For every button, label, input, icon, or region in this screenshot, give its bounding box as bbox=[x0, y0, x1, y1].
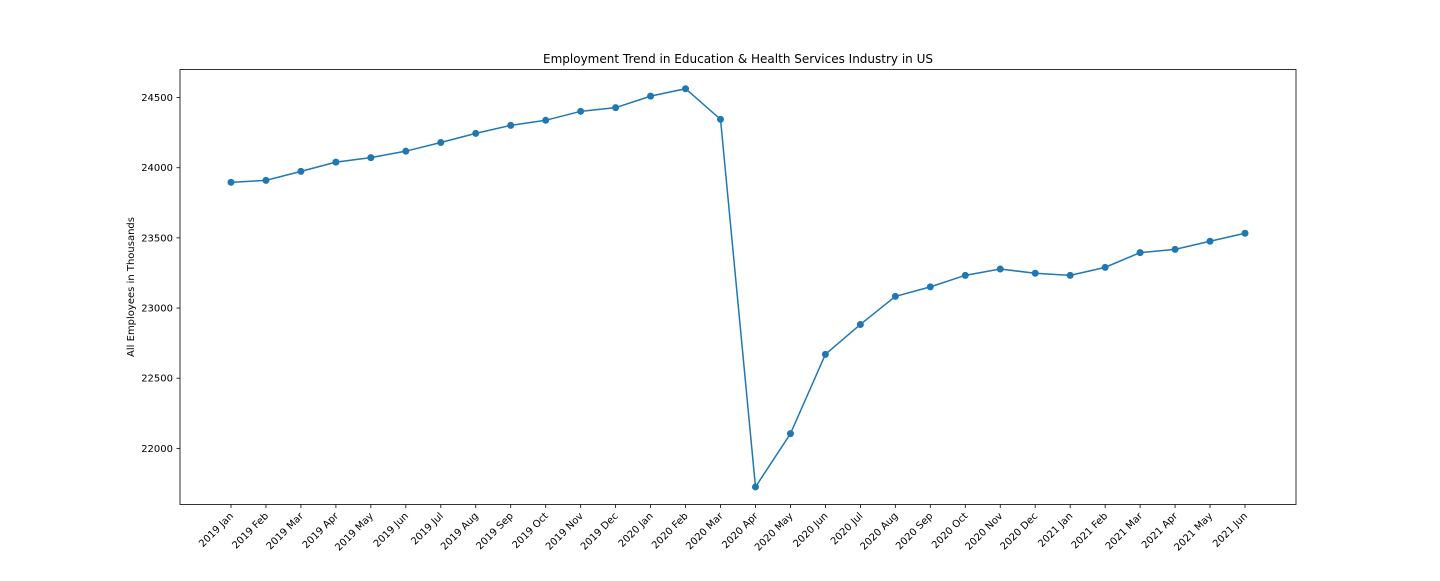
x-tick-label: 2020 Dec bbox=[999, 511, 1041, 553]
data-point bbox=[367, 154, 375, 162]
data-point bbox=[1101, 263, 1109, 271]
x-tick-label: 2020 May bbox=[753, 511, 796, 554]
data-point bbox=[821, 350, 829, 358]
y-tick-label: 22500 bbox=[141, 374, 173, 385]
y-axis: 22000 22500 23000 23500 24000 24500 bbox=[141, 93, 180, 455]
data-point bbox=[891, 292, 899, 300]
data-point bbox=[856, 320, 864, 328]
x-tick-label: 2020 Aug bbox=[859, 511, 901, 553]
x-tick-label: 2019 Mar bbox=[265, 510, 307, 552]
data-point bbox=[996, 265, 1004, 273]
x-tick-label: 2019 Aug bbox=[439, 511, 481, 553]
data-point bbox=[961, 271, 969, 279]
data-point bbox=[1206, 237, 1214, 245]
data-point bbox=[1066, 271, 1074, 279]
series-line bbox=[230, 87, 1246, 490]
data-point bbox=[227, 178, 235, 186]
x-tick-label: 2020 Jun bbox=[791, 511, 830, 550]
data-point bbox=[297, 167, 305, 175]
data-point bbox=[577, 107, 585, 115]
x-tick-label: 2019 Dec bbox=[579, 511, 621, 553]
data-point bbox=[507, 121, 515, 129]
series-layer bbox=[227, 85, 1249, 491]
data-point bbox=[1136, 249, 1144, 257]
y-axis-label: All Employees in Thousands bbox=[126, 217, 137, 357]
y-tick-label: 23500 bbox=[141, 233, 173, 244]
x-tick-label: 2021 Jun bbox=[1211, 511, 1250, 550]
data-point bbox=[437, 138, 445, 146]
x-tick-label: 2019 Jul bbox=[409, 511, 446, 548]
x-tick-label: 2019 May bbox=[333, 511, 376, 554]
data-point bbox=[332, 158, 340, 166]
y-tick-label: 24000 bbox=[141, 163, 173, 174]
data-point bbox=[1171, 245, 1179, 253]
data-point bbox=[751, 483, 759, 491]
plot-area-frame bbox=[179, 69, 1297, 505]
y-tick-label: 24500 bbox=[141, 93, 173, 104]
data-point bbox=[786, 430, 794, 438]
data-point bbox=[1241, 229, 1249, 237]
data-point bbox=[472, 129, 480, 137]
data-point bbox=[647, 92, 655, 100]
data-point bbox=[402, 147, 410, 155]
x-tick-label: 2020 Jul bbox=[829, 511, 866, 548]
y-tick-label: 23000 bbox=[141, 304, 173, 315]
chart-title: Employment Trend in Education & Health S… bbox=[543, 52, 933, 66]
data-point bbox=[612, 104, 620, 112]
data-point bbox=[262, 176, 270, 184]
y-tick-label: 22000 bbox=[141, 444, 173, 455]
x-tick-label: 2020 Mar bbox=[684, 510, 726, 552]
data-point bbox=[926, 283, 934, 291]
data-point bbox=[1031, 269, 1039, 277]
data-point bbox=[542, 116, 550, 124]
x-tick-label: 2019 Sep bbox=[474, 511, 515, 552]
x-tick-label: 2020 Sep bbox=[894, 511, 935, 552]
x-tick-label: 2021 Mar bbox=[1104, 510, 1146, 552]
data-point bbox=[717, 115, 725, 123]
x-tick-label: 2019 Jun bbox=[372, 511, 411, 550]
data-point bbox=[682, 85, 690, 93]
x-tick-label: 2021 May bbox=[1173, 511, 1216, 554]
